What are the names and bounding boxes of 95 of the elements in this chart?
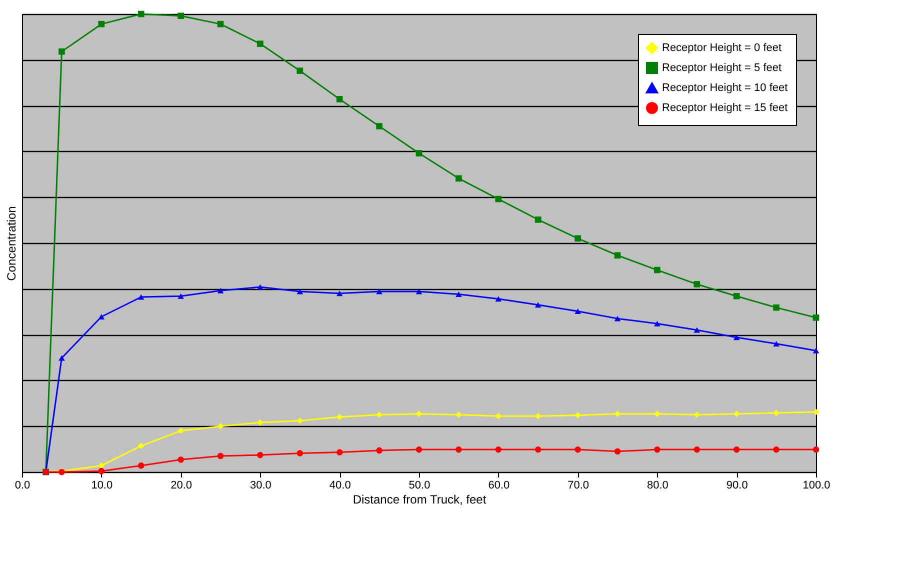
point	[217, 20, 224, 28]
point	[336, 414, 343, 420]
legend-label: Receptor Height = 10 feet	[662, 82, 788, 94]
point	[296, 450, 304, 456]
point	[257, 40, 264, 47]
point	[336, 449, 343, 456]
point	[614, 410, 621, 417]
point	[416, 288, 422, 294]
y-axis-title: Concentration	[4, 206, 18, 281]
point	[534, 216, 542, 223]
point	[336, 96, 343, 102]
point	[773, 341, 780, 346]
point	[416, 446, 422, 453]
point	[694, 327, 700, 333]
point	[178, 456, 184, 463]
point	[694, 412, 700, 418]
point	[456, 175, 462, 182]
x-tick-label: 70.0	[568, 480, 590, 492]
point	[654, 410, 660, 417]
point	[58, 48, 65, 55]
point	[733, 410, 740, 417]
x-tick-label: 40.0	[329, 480, 351, 492]
point	[654, 446, 660, 453]
point	[296, 68, 304, 74]
x-tick-label: 100.0	[802, 480, 830, 492]
point	[812, 314, 820, 321]
point	[654, 266, 660, 274]
point	[574, 308, 581, 314]
point	[495, 412, 502, 420]
point	[217, 452, 224, 460]
point	[98, 462, 105, 469]
point	[495, 296, 502, 302]
point	[98, 20, 105, 28]
point	[456, 292, 462, 298]
point	[257, 419, 264, 426]
legend-label: Receptor Height = 0 feet	[662, 42, 782, 54]
legend-label: Receptor Height = 15 feet	[662, 102, 788, 114]
point	[812, 446, 820, 453]
point	[178, 293, 184, 299]
x-tick-label: 60.0	[488, 480, 510, 492]
point	[812, 348, 820, 354]
point	[416, 410, 422, 417]
point	[733, 334, 740, 340]
point	[574, 446, 581, 453]
point	[138, 294, 144, 300]
point	[178, 428, 184, 434]
point	[614, 252, 621, 259]
point	[178, 12, 184, 19]
x-tick-label: 90.0	[726, 480, 748, 492]
point	[336, 290, 343, 296]
point	[812, 408, 820, 416]
point	[495, 446, 502, 453]
x-axis-title: Distance from Truck, feet	[352, 492, 487, 506]
point	[733, 446, 740, 453]
x-tick-label: 20.0	[170, 480, 192, 492]
x-tick-label: 10.0	[91, 480, 113, 492]
point	[376, 447, 382, 454]
point	[733, 292, 740, 300]
point	[416, 150, 422, 156]
point	[654, 320, 660, 326]
x-tick-label: 50.0	[408, 480, 430, 492]
point	[773, 304, 780, 311]
point	[456, 446, 462, 453]
x-tick-label: 30.0	[250, 480, 272, 492]
point	[574, 235, 581, 242]
point	[534, 446, 542, 453]
point	[534, 412, 542, 420]
point	[773, 446, 780, 453]
point	[138, 10, 144, 18]
point	[138, 462, 144, 469]
point	[296, 418, 304, 424]
point	[694, 446, 700, 453]
point	[217, 288, 224, 294]
point	[614, 316, 621, 322]
point	[456, 412, 462, 418]
point	[534, 302, 542, 308]
x-tick-label: 0.0	[14, 480, 30, 492]
legend-label: Receptor Height = 5 feet	[662, 62, 782, 74]
point	[138, 442, 144, 450]
point	[217, 423, 224, 430]
point	[98, 468, 105, 474]
point	[98, 314, 105, 320]
point	[574, 412, 581, 418]
point	[495, 196, 502, 202]
point	[58, 355, 65, 361]
point	[773, 410, 780, 416]
x-tick-label: 80.0	[646, 480, 668, 492]
point	[376, 123, 382, 130]
point	[376, 412, 382, 418]
point	[376, 288, 382, 294]
point	[694, 281, 700, 288]
point	[257, 452, 264, 458]
point	[296, 288, 304, 294]
point	[614, 448, 621, 455]
point	[257, 284, 264, 290]
